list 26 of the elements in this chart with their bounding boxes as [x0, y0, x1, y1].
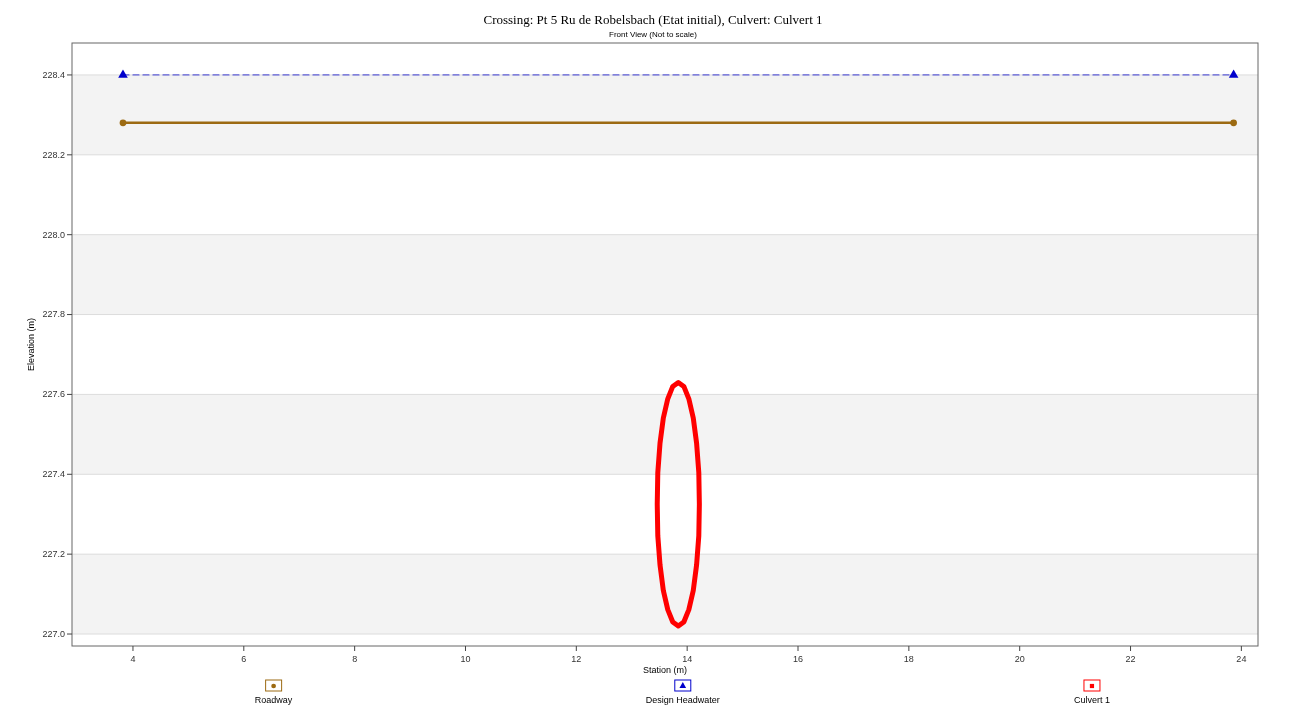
legend-label: Culvert 1	[1073, 695, 1110, 705]
y-tick-label: 227.2	[42, 549, 65, 560]
legend-label: Roadway	[254, 695, 293, 705]
y-tick-label: 228.0	[42, 229, 65, 240]
y-tick-label: 227.4	[42, 469, 65, 480]
y-tick-label: 227.0	[42, 628, 65, 639]
x-tick-label: 12	[571, 654, 582, 664]
y-axis-title: Elevation (m)	[26, 317, 36, 372]
x-tick-label: 10	[460, 654, 471, 664]
x-tick-label: 4	[130, 654, 136, 664]
x-tick-label: 14	[682, 654, 693, 664]
x-tick-label: 22	[1125, 654, 1136, 664]
y-tick-label: 227.6	[42, 389, 65, 400]
y-tick-label: 228.2	[42, 149, 65, 160]
chart-title: Crossing: Pt 5 Ru de Robelsbach (Etat initial), Culvert: Culvert 1	[483, 12, 823, 27]
x-tick-label: 16	[793, 654, 804, 664]
y-tick-label: 227.8	[42, 309, 65, 320]
y-tick-label: 228.4	[42, 69, 65, 80]
x-tick-label: 8	[352, 654, 358, 664]
x-tick-label: 24	[1236, 654, 1247, 664]
chart-subtitle: Front View (Not to scale)	[609, 30, 698, 39]
x-tick-label: 18	[903, 654, 914, 664]
legend-label: Design Headwater	[645, 695, 720, 705]
x-tick-label: 20	[1014, 654, 1025, 664]
x-tick-label: 6	[241, 654, 247, 664]
x-axis-title: Station (m)	[642, 665, 688, 675]
